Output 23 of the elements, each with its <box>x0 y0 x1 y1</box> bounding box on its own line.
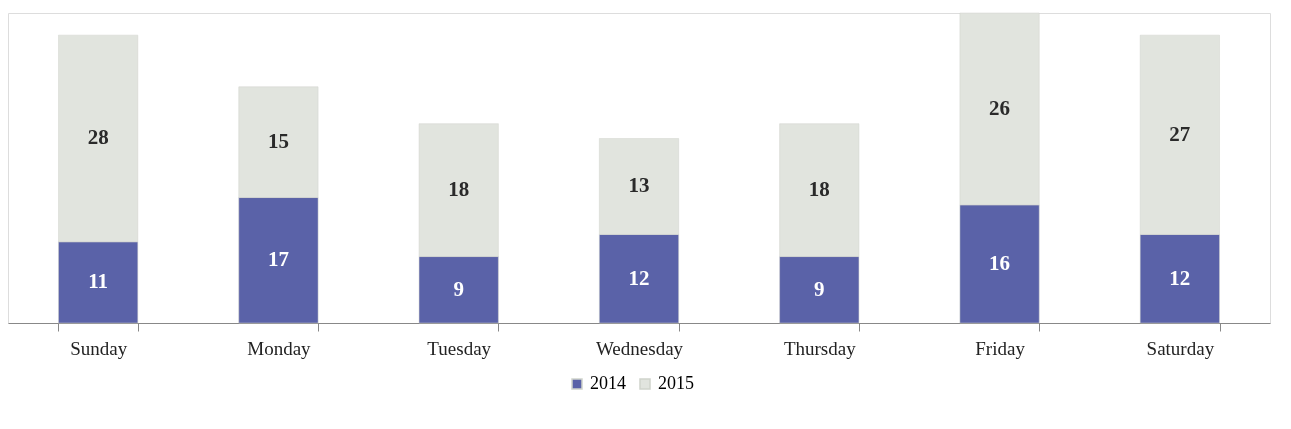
x-tick-label: Saturday <box>1146 337 1215 359</box>
data-label: 18 <box>448 177 470 202</box>
x-tick-label: Thursday <box>783 337 857 359</box>
x-tick-label: Friday <box>975 337 1026 359</box>
data-label: 26 <box>989 95 1011 120</box>
x-tick-label: Tuesday <box>427 337 492 359</box>
data-label: 16 <box>989 250 1011 275</box>
data-label: 17 <box>267 247 289 272</box>
data-label: 11 <box>88 269 109 294</box>
data-label: 27 <box>1169 121 1191 146</box>
data-label: 15 <box>267 129 289 154</box>
data-label: 18 <box>808 177 830 202</box>
x-tick-label: Monday <box>247 337 312 359</box>
data-label: 12 <box>1169 265 1191 290</box>
data-label: 12 <box>628 265 650 290</box>
legend-label: 2015 <box>658 373 694 393</box>
x-tick-label: Wednesday <box>595 337 684 359</box>
legend-label: 2014 <box>590 373 626 393</box>
data-label: 13 <box>628 173 650 198</box>
x-tick-label: Sunday <box>70 337 128 359</box>
data-label: 9 <box>453 276 464 301</box>
data-label: 28 <box>87 125 109 150</box>
data-label: 9 <box>814 276 825 301</box>
